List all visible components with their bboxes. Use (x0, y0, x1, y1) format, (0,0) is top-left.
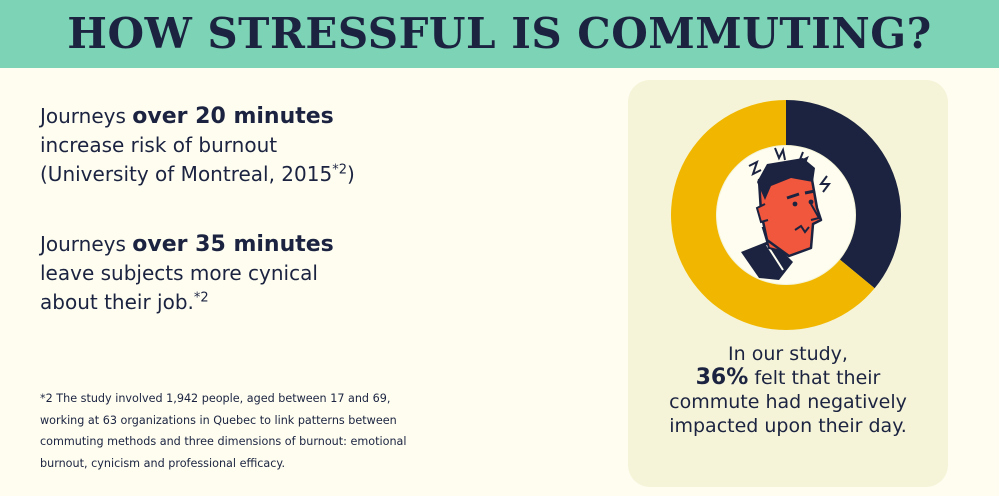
header-banner (0, 0, 999, 68)
footnote-line: working at 63 organizations in Quebec to… (40, 413, 397, 427)
footnote-ref: *2 (332, 162, 347, 178)
caption-line: 36% felt that their (628, 366, 948, 390)
donut-slice-0 (786, 100, 901, 289)
footnote-ref: *2 (193, 290, 209, 306)
fact-line: leave subjects more cynical (40, 261, 318, 285)
caption-text: felt that their (748, 367, 881, 389)
fact-highlight: over 35 minutes (132, 232, 334, 257)
page-title: HOW STRESSFUL IS COMMUTING? (67, 9, 932, 58)
fact-line: increase risk of burnout (40, 133, 278, 157)
stressed-face-illustration (717, 146, 855, 284)
fact-prefix: Journeys (40, 104, 133, 128)
footnote-line: *2 The study involved 1,942 people, aged… (40, 392, 391, 405)
caption-line: commute had negatively (669, 391, 907, 413)
fact-source: (University of Montreal, 2015 (40, 162, 333, 186)
fact-20-minutes: Journeys over 20 minutes increase risk o… (40, 102, 460, 189)
footnote-line: commuting methods and three dimensions o… (40, 435, 407, 448)
donut-chart (671, 100, 901, 330)
fact-line: about their job. (40, 290, 194, 314)
caption-line: impacted upon their day. (669, 415, 907, 437)
caption-line: In our study, (728, 343, 848, 365)
stat-caption: In our study, 36% felt that their commut… (628, 342, 948, 438)
stat-percentage: 36% (695, 365, 749, 390)
fact-35-minutes: Journeys over 35 minutes leave subjects … (40, 230, 460, 317)
footnote: *2 The study involved 1,942 people, aged… (40, 388, 440, 474)
fact-source-end: ) (347, 162, 355, 186)
fact-prefix: Journeys (40, 232, 133, 256)
donut-slice-1 (671, 100, 875, 330)
footnote-line: burnout, cynicism and professional effic… (40, 456, 286, 470)
fact-highlight: over 20 minutes (132, 104, 334, 129)
